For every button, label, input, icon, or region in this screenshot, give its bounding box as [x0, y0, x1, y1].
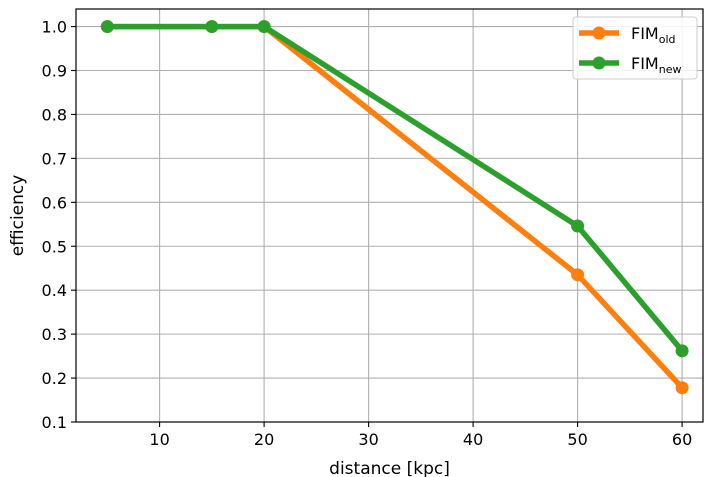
- data-point: [571, 268, 585, 282]
- x-tick-label: 20: [254, 430, 274, 449]
- y-tick-label: 0.1: [42, 413, 67, 432]
- x-axis-label: distance [kpc]: [329, 459, 450, 477]
- legend-item: FIMnew: [579, 54, 681, 76]
- data-point: [257, 20, 271, 34]
- legend-label: FIMnew: [631, 54, 681, 76]
- legend-swatch-marker: [592, 56, 606, 70]
- y-tick-label: 0.2: [42, 369, 67, 388]
- series-layer: [100, 20, 689, 395]
- data-point: [675, 344, 689, 358]
- plot-frame: [75, 8, 704, 423]
- data-point: [100, 20, 114, 34]
- y-tick-label: 1.0: [42, 18, 67, 37]
- legend-label: FIMold: [631, 24, 676, 46]
- y-tick-label: 0.5: [42, 237, 67, 256]
- legend: FIMold FIMnew: [572, 16, 698, 80]
- y-axis-label: efficiency: [8, 175, 28, 257]
- x-tick-label: 10: [149, 430, 169, 449]
- y-tick-label: 0.4: [42, 281, 67, 300]
- y-tick-label: 0.7: [42, 149, 67, 168]
- series-2: [100, 20, 689, 358]
- y-tick-label: 0.3: [42, 325, 67, 344]
- y-tick-label: 0.8: [42, 105, 67, 124]
- x-tick-label: 40: [463, 430, 483, 449]
- data-point: [205, 20, 219, 34]
- ticks: 10 20 30 40 50 60 0.1 0.2 0.3 0.4 0.5 0.6 0.7 0.8 0.9 1…: [42, 18, 693, 449]
- x-tick-label: 50: [567, 430, 587, 449]
- y-tick-label: 0.6: [42, 193, 67, 212]
- data-point: [571, 219, 585, 233]
- x-tick-label: 60: [672, 430, 692, 449]
- x-tick-label: 30: [358, 430, 378, 449]
- data-point: [675, 381, 689, 395]
- legend-item: FIMold: [579, 24, 676, 46]
- legend-swatch-marker: [592, 26, 606, 40]
- y-tick-label: 0.9: [42, 62, 67, 81]
- series-line: [107, 23, 685, 390]
